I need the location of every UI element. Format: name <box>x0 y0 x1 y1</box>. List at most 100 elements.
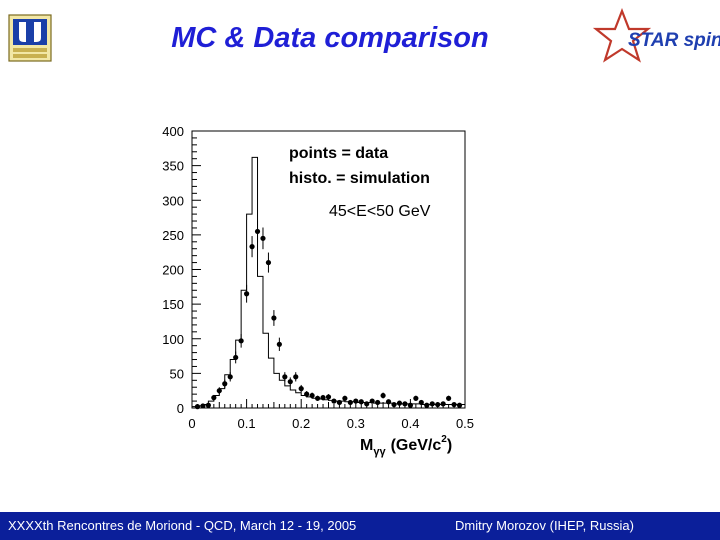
data-point <box>396 400 403 406</box>
data-point <box>293 372 299 382</box>
data-point <box>369 398 375 404</box>
data-marker <box>276 341 282 347</box>
invariant-mass-chart: 0 50 100 150 200 250 300 350 400 0 0.1 0.2 0.3 0.4 0.… <box>162 126 474 458</box>
data-marker <box>238 338 244 344</box>
data-marker <box>254 228 261 235</box>
data-marker <box>396 400 403 406</box>
data-marker <box>222 381 228 387</box>
data-point <box>336 399 343 406</box>
data-marker <box>282 374 288 380</box>
data-point <box>429 401 435 407</box>
data-point <box>402 401 408 407</box>
data-point <box>424 402 430 408</box>
data-marker <box>211 395 217 401</box>
data-marker <box>440 401 446 407</box>
y-tick-label: 200 <box>162 263 184 278</box>
data-point <box>347 399 353 406</box>
data-marker <box>380 392 386 399</box>
data-point <box>233 351 239 364</box>
data-marker <box>314 395 321 401</box>
data-point <box>276 337 282 351</box>
y-tick-label: 0 <box>177 401 184 416</box>
data-marker <box>413 395 419 401</box>
y-tick-label: 50 <box>170 366 184 381</box>
data-point <box>194 404 201 410</box>
data-point <box>304 391 310 398</box>
data-point <box>227 372 233 382</box>
data-marker <box>347 399 353 406</box>
data-point <box>364 401 370 407</box>
data-point <box>342 395 348 401</box>
data-marker <box>391 401 397 408</box>
data-marker <box>309 392 315 399</box>
data-marker <box>233 354 239 361</box>
data-point <box>244 284 250 303</box>
x-tick-label: 0 <box>188 416 195 431</box>
data-marker <box>205 402 211 408</box>
energy-range-annotation: 45<E<50 GeV <box>329 203 431 220</box>
data-marker <box>358 399 364 405</box>
data-marker <box>375 399 381 406</box>
data-marker <box>325 394 332 400</box>
simulation-histogram <box>191 156 466 408</box>
data-marker <box>216 388 222 394</box>
data-point <box>222 379 228 388</box>
data-marker <box>407 402 413 408</box>
data-point <box>249 236 255 258</box>
data-point <box>216 387 222 395</box>
data-marker <box>364 401 370 407</box>
x-axis-title: Mγγ (GeV/c2) <box>360 434 452 458</box>
y-tick-label: 250 <box>162 228 184 243</box>
y-axis: 0 50 100 150 200 250 300 350 400 <box>162 126 201 416</box>
data-point <box>358 399 364 405</box>
data-point <box>211 394 217 401</box>
data-point <box>325 394 332 400</box>
data-point <box>331 398 337 404</box>
data-marker <box>418 399 424 406</box>
data-point <box>380 392 386 399</box>
data-point <box>271 310 277 326</box>
data-point <box>353 398 359 404</box>
slide-title: MC & Data comparison <box>171 22 489 54</box>
data-point <box>375 399 381 406</box>
y-tick-label: 300 <box>162 193 184 208</box>
data-point <box>282 372 288 382</box>
x-tick-label: 0.2 <box>292 416 310 431</box>
data-marker <box>244 291 250 297</box>
y-tick-label: 400 <box>162 126 184 139</box>
data-marker <box>429 401 435 407</box>
data-point <box>440 401 446 407</box>
data-marker <box>331 398 337 404</box>
x-tick-label: 0.5 <box>456 416 474 431</box>
data-point <box>287 377 293 386</box>
data-point <box>265 252 272 273</box>
data-point <box>435 401 441 408</box>
legend-line-simulation: histo. = simulation <box>289 170 430 187</box>
data-marker <box>304 391 310 397</box>
y-tick-label: 350 <box>162 159 184 174</box>
data-point <box>418 399 424 406</box>
data-marker <box>271 315 277 321</box>
conference-logo-icon <box>8 14 52 62</box>
data-point <box>298 384 304 393</box>
data-point <box>385 399 392 405</box>
x-tick-label: 0.4 <box>401 416 419 431</box>
data-point <box>314 395 321 401</box>
data-point <box>391 401 397 408</box>
data-marker <box>260 235 266 241</box>
data-point <box>205 402 211 408</box>
data-marker <box>265 259 272 266</box>
star-spin-logo-text: STAR spin <box>628 30 720 51</box>
data-point <box>320 394 326 401</box>
data-marker <box>227 374 233 380</box>
data-point <box>260 227 266 250</box>
data-marker <box>287 379 293 385</box>
data-marker <box>298 386 304 392</box>
data-point <box>200 403 206 409</box>
footer-author: Dmitry Morozov (IHEP, Russia) <box>455 518 634 533</box>
star-logo-icon <box>592 8 652 63</box>
data-marker <box>369 398 375 404</box>
data-point <box>451 401 457 408</box>
x-axis-label: Mγγ (GeV/c2) <box>360 434 452 458</box>
data-marker <box>249 244 255 250</box>
